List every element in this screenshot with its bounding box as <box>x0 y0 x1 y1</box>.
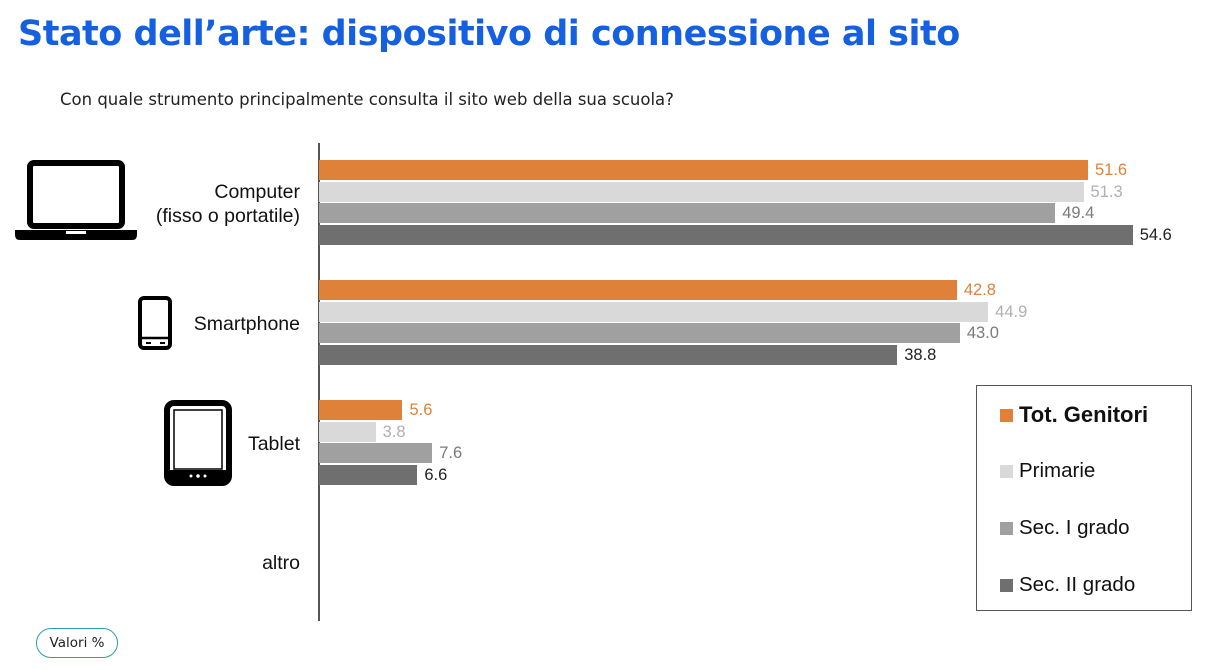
bar-tablet-sec1 <box>319 443 433 463</box>
bar-smartphone-sec2 <box>319 344 898 365</box>
values-percent-badge: Valori % <box>36 628 118 658</box>
bar-tablet-tot <box>319 400 403 420</box>
bar-tablet-sec2 <box>319 464 418 485</box>
legend-label-tot: Tot. Genitori <box>1019 402 1149 427</box>
legend-item-sec2: Sec. II grado <box>1000 573 1135 597</box>
value-label-tablet-sec1: 7.6 <box>439 444 463 462</box>
value-label-computer-sec2: 54.6 <box>1139 225 1172 244</box>
category-label-computer-line1: Computer <box>214 181 300 203</box>
bar-smartphone-tot <box>319 280 957 300</box>
value-label-computer-tot: 51.6 <box>1095 161 1128 179</box>
chart-question: Con quale strumento principalmente consu… <box>60 90 674 109</box>
value-label-smartphone-primarie: 44.9 <box>995 302 1028 321</box>
bar-smartphone-primarie <box>319 301 989 322</box>
legend-swatch-tot <box>1000 408 1013 422</box>
value-label-computer-sec1: 49.4 <box>1062 204 1095 222</box>
tablet-icon <box>164 400 232 486</box>
bar-tablet-primarie <box>319 421 376 442</box>
bar-computer-primarie <box>319 181 1084 202</box>
laptop-icon <box>15 160 137 240</box>
legend-item-primarie: Primarie <box>1000 459 1095 483</box>
legend-swatch-primarie <box>1000 464 1013 478</box>
bar-computer-sec2 <box>319 224 1133 245</box>
legend-item-sec1: Sec. I grado <box>1000 516 1130 540</box>
value-label-smartphone-sec2: 38.8 <box>904 345 937 364</box>
legend-swatch-sec1 <box>1000 521 1013 535</box>
smartphone-icon <box>138 296 172 350</box>
category-axis <box>318 143 320 621</box>
legend-item-tot: Tot. Genitori <box>1000 402 1148 428</box>
value-label-computer-primarie: 51.3 <box>1090 182 1123 201</box>
category-label-computer: Computer (fisso o portatile) <box>156 180 300 228</box>
legend-label-sec2: Sec. II grado <box>1019 573 1136 596</box>
category-label-computer-line2: (fisso o portatile) <box>155 205 300 227</box>
value-label-smartphone-sec1: 43.0 <box>966 324 999 342</box>
page-title: Stato dell’arte: dispositivo di connessi… <box>18 14 960 54</box>
value-label-tablet-primarie: 3.8 <box>382 422 406 441</box>
bar-computer-tot <box>319 160 1088 180</box>
bar-smartphone-sec1 <box>319 323 960 343</box>
category-label-altro: altro <box>262 552 300 574</box>
legend-label-primarie: Primarie <box>1019 459 1096 482</box>
legend-label-sec1: Sec. I grado <box>1019 516 1130 539</box>
bar-computer-sec1 <box>319 203 1056 223</box>
value-label-tablet-tot: 5.6 <box>409 401 433 419</box>
category-label-tablet: Tablet <box>247 433 300 455</box>
value-label-smartphone-tot: 42.8 <box>963 281 996 299</box>
legend: Tot. Genitori Primarie Sec. I grado Sec.… <box>976 385 1192 611</box>
legend-swatch-sec2 <box>1000 578 1013 592</box>
category-label-smartphone: Smartphone <box>193 313 300 335</box>
value-label-tablet-sec2: 6.6 <box>424 465 448 484</box>
